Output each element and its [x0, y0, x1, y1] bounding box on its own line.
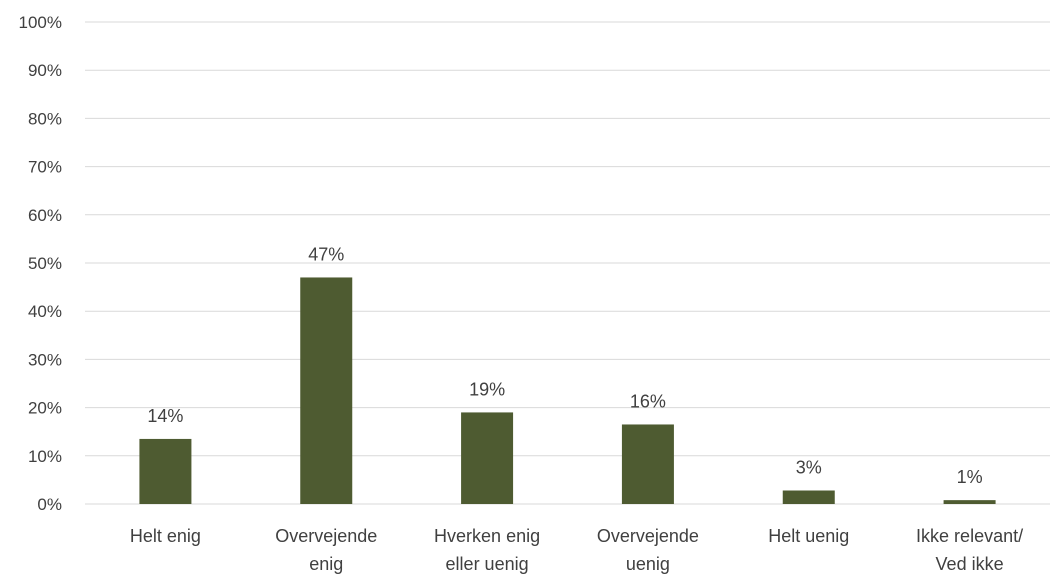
y-tick-label: 50%: [28, 254, 62, 273]
y-tick-label: 90%: [28, 61, 62, 80]
gridlines: [85, 21, 1050, 505]
y-tick-label: 30%: [28, 350, 62, 369]
bar: [621, 424, 674, 504]
data-label: 47%: [308, 244, 344, 264]
bar: [300, 277, 353, 504]
y-tick-label: 40%: [28, 302, 62, 321]
bar: [461, 412, 514, 504]
y-tick-label: 60%: [28, 206, 62, 225]
data-label: 1%: [957, 467, 983, 487]
x-tick-label: Ikke relevant/: [916, 526, 1023, 546]
x-axis-category-labels: Helt enig Overvejende enig Hverken enig elle…: [130, 526, 1023, 574]
x-tick-label: Ved ikke: [936, 554, 1004, 574]
x-tick-label: eller uenig: [446, 554, 529, 574]
y-tick-label: 0%: [37, 495, 62, 514]
data-label: 3%: [796, 458, 822, 478]
data-label: 16%: [630, 391, 666, 411]
x-tick-label: Hverken enig: [434, 526, 540, 546]
y-tick-label: 20%: [28, 399, 62, 418]
data-label: 14%: [147, 406, 183, 426]
bars: [139, 277, 996, 504]
bar: [782, 490, 835, 504]
bar: [139, 438, 192, 504]
x-tick-label: enig: [309, 554, 343, 574]
x-tick-label: Helt enig: [130, 526, 201, 546]
data-label: 19%: [469, 379, 505, 399]
x-tick-label: Helt uenig: [768, 526, 849, 546]
x-tick-label: Overvejende: [275, 526, 377, 546]
y-tick-label: 100%: [19, 13, 62, 32]
x-tick-label: Overvejende: [597, 526, 699, 546]
y-tick-label: 10%: [28, 447, 62, 466]
data-labels: 14% 47% 19% 16% 3% 1%: [147, 244, 982, 487]
y-tick-label: 80%: [28, 109, 62, 128]
x-tick-label: uenig: [626, 554, 670, 574]
y-axis-tick-labels: 0% 10% 20% 30% 40% 50% 60% 70% 80% 90% 100%: [19, 13, 62, 514]
y-tick-label: 70%: [28, 158, 62, 177]
bar: [943, 500, 996, 504]
